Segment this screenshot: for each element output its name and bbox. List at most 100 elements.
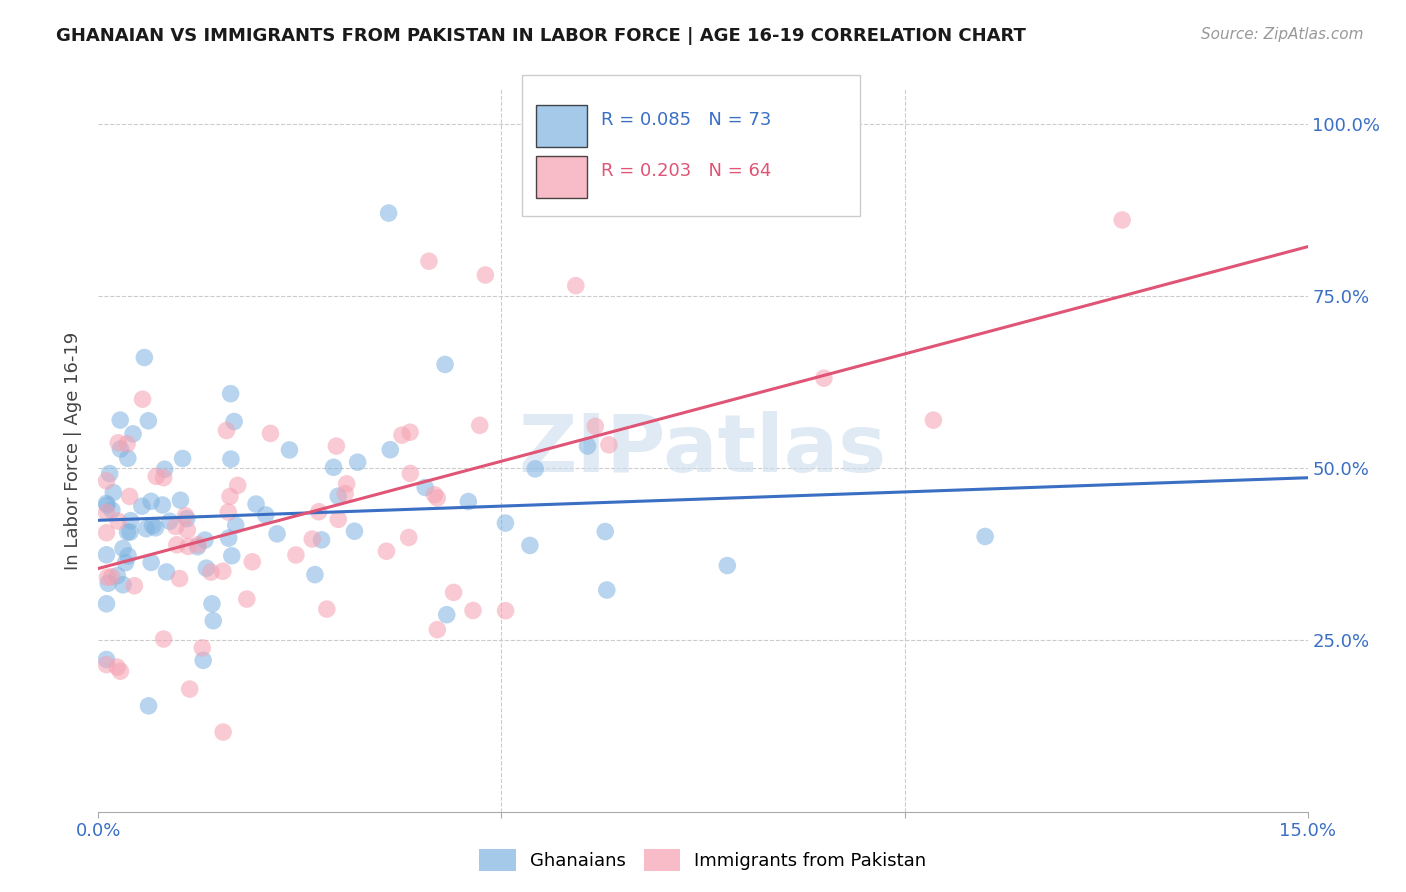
Point [202, 614, 225, 628]
Point [346, 455, 368, 469]
Point [301, 532, 323, 546]
Point [240, 555, 263, 569]
Point [96, 597, 118, 611]
Point [96, 496, 118, 510]
Point [100, 570, 122, 584]
Point [375, 544, 398, 558]
Point [105, 660, 128, 674]
Point [813, 371, 835, 385]
Text: Source: ZipAtlas.com: Source: ZipAtlas.com [1201, 27, 1364, 42]
Point [107, 514, 129, 528]
Point [1111, 213, 1133, 227]
Point [165, 519, 187, 533]
Point [328, 489, 350, 503]
Point [152, 632, 174, 646]
Point [98, 467, 121, 481]
Point [105, 568, 128, 582]
Point [120, 525, 142, 540]
Point [335, 486, 357, 500]
Point [155, 565, 177, 579]
Point [254, 508, 277, 522]
Point [336, 476, 359, 491]
Point [524, 462, 547, 476]
Point [166, 538, 188, 552]
Point [219, 386, 242, 401]
Point [278, 442, 301, 457]
Point [457, 494, 479, 508]
Point [138, 414, 160, 428]
Text: R = 0.085   N = 73: R = 0.085 N = 73 [602, 112, 772, 129]
Point [201, 597, 224, 611]
Point [172, 451, 194, 466]
Point [565, 278, 588, 293]
Point [583, 419, 606, 434]
Point [124, 579, 146, 593]
Point [194, 533, 217, 547]
Point [325, 439, 347, 453]
Point [96, 505, 118, 519]
FancyBboxPatch shape [522, 75, 860, 216]
Point [226, 478, 249, 492]
Point [218, 531, 240, 545]
Point [200, 565, 222, 579]
Point [135, 522, 157, 536]
Point [131, 392, 153, 407]
Point [974, 529, 997, 543]
Point [97, 576, 120, 591]
Point [436, 607, 458, 622]
Y-axis label: In Labor Force | Age 16-19: In Labor Force | Age 16-19 [65, 331, 83, 570]
Point [443, 585, 465, 599]
Point [96, 525, 118, 540]
Point [236, 592, 259, 607]
Point [114, 556, 136, 570]
Point [131, 499, 153, 513]
Point [328, 512, 350, 526]
Point [494, 516, 516, 530]
Point [322, 460, 344, 475]
Point [426, 491, 449, 505]
Point [399, 467, 422, 481]
Point [519, 538, 541, 552]
Point [468, 418, 491, 433]
Point [922, 413, 945, 427]
Point [434, 358, 457, 372]
Point [177, 540, 200, 554]
Point [169, 572, 191, 586]
Point [212, 725, 235, 739]
Point [380, 442, 402, 457]
Point [110, 664, 132, 678]
Point [145, 469, 167, 483]
Text: R = 0.203   N = 64: R = 0.203 N = 64 [602, 161, 772, 180]
Point [593, 524, 616, 539]
Point [474, 268, 496, 282]
Point [377, 206, 399, 220]
Point [120, 514, 142, 528]
Point [398, 531, 420, 545]
Point [195, 561, 218, 575]
Point [426, 623, 449, 637]
Point [138, 698, 160, 713]
Point [176, 512, 198, 526]
Point [110, 413, 132, 427]
Point [153, 462, 176, 476]
Point [211, 564, 233, 578]
Point [122, 426, 145, 441]
Point [191, 640, 214, 655]
Point [112, 541, 135, 556]
Point [103, 485, 125, 500]
Point [495, 604, 517, 618]
Point [576, 439, 599, 453]
Point [311, 533, 333, 547]
Point [118, 490, 141, 504]
Point [152, 471, 174, 485]
Point [145, 521, 167, 535]
Point [142, 518, 165, 533]
Point [134, 351, 156, 365]
Point [101, 503, 124, 517]
Text: ZIPatlas: ZIPatlas [519, 411, 887, 490]
Point [169, 493, 191, 508]
Point [96, 498, 118, 512]
Point [174, 508, 197, 523]
Point [391, 428, 413, 442]
Point [217, 505, 239, 519]
